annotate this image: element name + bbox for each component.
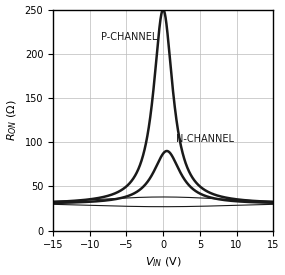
X-axis label: $V_{IN}$ (V): $V_{IN}$ (V) (145, 256, 182, 270)
Y-axis label: $R_{ON}$ ($\Omega$): $R_{ON}$ ($\Omega$) (5, 99, 19, 141)
Text: N-CHANNEL: N-CHANNEL (176, 134, 234, 144)
Text: P-CHANNEL: P-CHANNEL (101, 32, 157, 43)
